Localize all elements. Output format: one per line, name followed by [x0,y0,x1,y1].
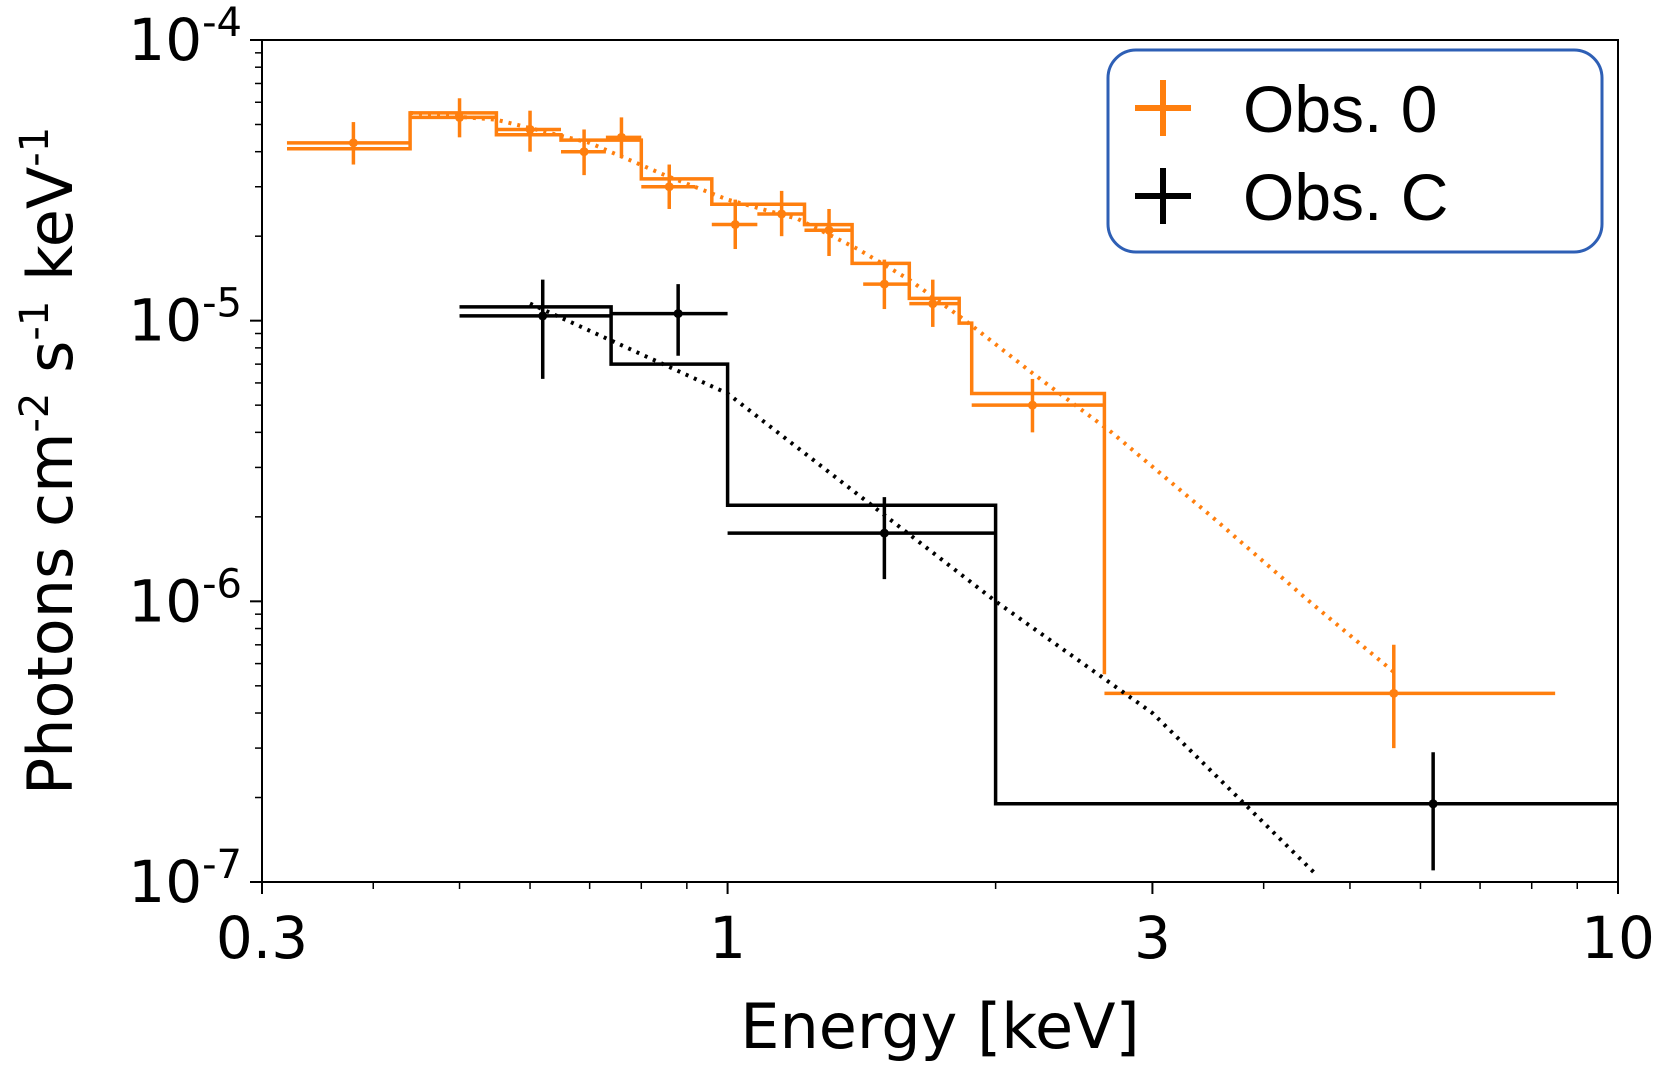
legend-box [1106,48,1604,254]
y-tick-label: 10-7 [128,842,242,916]
x-tick-label: 3 [1134,904,1171,972]
plot-area [261,39,1619,883]
y-title-exponent: -1 [12,301,58,341]
data-marker [673,309,683,319]
data-marker [777,209,787,219]
y-title-text: s [14,341,87,393]
data-point [971,378,1105,433]
y-title-exponent: -2 [12,393,58,433]
data-point [286,122,411,165]
x-tick-label: 0.3 [216,904,308,972]
data-point [727,497,996,580]
y-tick-base: 10 [128,287,202,355]
y-tick-exponent: -5 [202,281,242,327]
legend: Obs. 0 Obs. C [1106,48,1604,254]
legend-entry: Obs. 0 [1135,72,1437,146]
legend-label: Obs. C [1243,160,1448,234]
series-obs-c [459,279,1618,878]
data-marker [455,112,465,122]
series-obs-0 [286,98,1556,749]
y-title-exponent: -1 [12,127,58,167]
data-point [1104,644,1556,749]
data-point [995,752,1618,871]
legend-label: Obs. 0 [1243,72,1437,146]
plot-frame [261,39,1619,883]
y-axis-title: Photons cm-2 s-1 keV-1 [12,127,87,795]
data-point [711,199,758,250]
data-marker [616,132,626,142]
model-step-line [459,305,1618,806]
legend-entry: Obs. C [1135,160,1448,234]
y-tick-label: 10-6 [128,561,242,635]
y-tick-exponent: -4 [202,0,242,46]
y-tick-exponent: -6 [202,561,242,607]
model-step-line [287,111,1107,675]
data-marker [824,225,834,235]
data-marker [538,311,548,321]
x-tick-label: 10 [1581,904,1655,972]
data-marker [879,279,889,289]
y-tick-base: 10 [128,6,202,74]
data-point [605,117,642,158]
data-marker [1389,688,1399,698]
series-layer [286,98,1618,878]
data-point [496,110,561,152]
x-axis-title: Energy [keV] [740,990,1139,1063]
y-tick-base: 10 [128,848,202,916]
y-title-text: keV [14,167,87,301]
y-tick-label: 10-5 [128,281,242,355]
data-point [459,279,612,379]
data-marker [1428,799,1438,809]
data-point [863,259,910,310]
y-tick-exponent: -7 [202,842,242,888]
x-tick-label: 1 [709,904,746,972]
y-tick-base: 10 [128,567,202,635]
data-point [560,129,606,176]
data-marker [664,182,674,192]
data-point [611,284,728,356]
data-point [641,164,696,209]
data-marker [730,220,740,230]
data-marker [579,147,589,157]
data-marker [348,138,358,148]
data-point [804,208,853,256]
data-point [410,98,497,138]
data-marker [525,124,535,134]
data-marker [928,299,938,309]
data-point [909,279,960,327]
y-tick-label: 10-4 [128,0,242,74]
data-point [757,190,805,237]
model-dotted-line [529,301,1320,878]
data-marker [1027,400,1037,410]
y-title-text: Photons cm [14,433,87,796]
data-marker [879,528,889,538]
